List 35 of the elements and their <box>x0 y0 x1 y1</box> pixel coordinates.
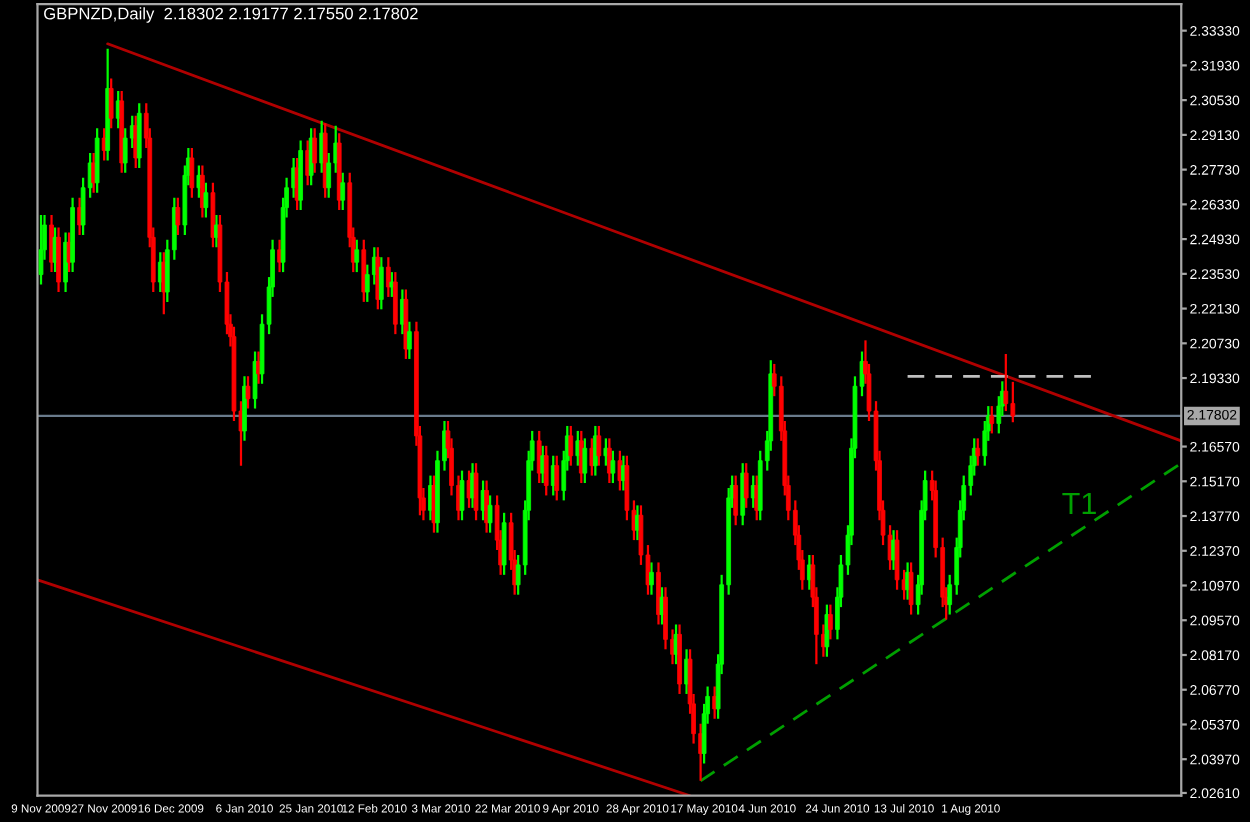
candlestick <box>354 238 360 274</box>
candlestick <box>484 479 489 534</box>
candlestick <box>473 462 479 522</box>
candlestick <box>501 511 507 576</box>
candlestick <box>242 375 247 442</box>
candlestick <box>94 127 100 194</box>
candlestick <box>649 561 654 596</box>
candlestick <box>487 494 493 534</box>
candlestick <box>1003 352 1009 413</box>
candlestick <box>108 77 114 130</box>
candlestick <box>175 196 181 236</box>
candlestick <box>378 256 384 311</box>
candlestick <box>740 462 746 527</box>
candlestick <box>389 271 395 299</box>
candlestick <box>38 213 44 286</box>
candlestick <box>975 437 981 467</box>
candlestick <box>340 171 346 212</box>
candlestick <box>393 271 398 336</box>
candlestick <box>375 246 381 311</box>
candlestick <box>136 102 142 169</box>
candlestick <box>582 437 588 485</box>
candlestick <box>989 405 995 435</box>
candlestick <box>459 469 465 522</box>
candlestick <box>828 603 833 641</box>
candlestick <box>824 603 830 658</box>
candlestick <box>908 561 914 616</box>
candlestick <box>277 238 282 274</box>
chart-title: GBPNZD,Daily 2.18302 2.19177 2.17550 2.17802 <box>44 7 418 23</box>
annotation: T1 <box>1062 492 1096 514</box>
candlestick <box>743 462 749 509</box>
candlestick <box>554 454 560 502</box>
candlestick <box>568 424 574 467</box>
candlestick <box>361 238 367 303</box>
candlestick <box>407 320 412 361</box>
candlestick <box>245 375 251 410</box>
